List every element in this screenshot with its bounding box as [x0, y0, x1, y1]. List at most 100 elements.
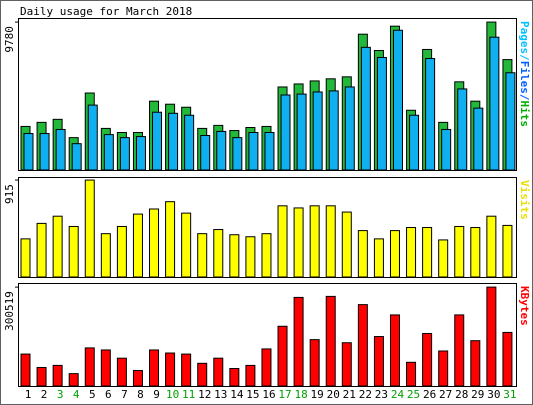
x-tick-label: 18 — [294, 388, 307, 401]
bar — [357, 304, 368, 387]
bar — [36, 366, 47, 387]
bar — [357, 230, 368, 278]
bar — [389, 314, 400, 387]
bar — [165, 352, 176, 387]
bar — [293, 296, 304, 387]
bar — [245, 236, 256, 278]
bar — [341, 342, 352, 387]
bar — [425, 58, 436, 171]
x-tick-label: 30 — [487, 388, 500, 401]
bar — [264, 131, 275, 171]
bar — [149, 349, 160, 387]
x-tick-label: 22 — [359, 388, 372, 401]
bar — [248, 131, 259, 171]
bar — [422, 227, 433, 278]
x-tick-label: 24 — [391, 388, 405, 401]
x-tick-label: 16 — [262, 388, 275, 401]
bar — [309, 339, 320, 387]
bar — [454, 314, 465, 387]
bar — [132, 370, 143, 387]
bar — [422, 332, 433, 387]
y-label-part: Files/ — [518, 61, 531, 101]
bar — [470, 340, 481, 387]
x-tick-label: 31 — [503, 388, 516, 401]
bar — [100, 349, 111, 387]
x-tick-label: 13 — [214, 388, 227, 401]
bar — [325, 295, 336, 387]
x-tick-label: 6 — [105, 388, 112, 401]
chart-title: Daily usage for March 2018 — [20, 5, 192, 18]
x-tick-label: 9 — [153, 388, 160, 401]
x-tick-label: 5 — [89, 388, 96, 401]
x-tick-label: 23 — [375, 388, 388, 401]
bar — [165, 201, 176, 278]
bar — [229, 367, 240, 387]
bar — [39, 133, 50, 171]
x-tick-label: 12 — [198, 388, 211, 401]
bar — [438, 350, 449, 387]
bar — [229, 234, 240, 278]
y-tick-label: 9780 — [3, 26, 16, 52]
y-axis-label: Pages/Files/Hits — [518, 21, 531, 127]
x-tick-label: 25 — [407, 388, 420, 401]
x-tick-label: 26 — [423, 388, 436, 401]
x-tick-label: 1 — [25, 388, 32, 401]
bar — [486, 286, 497, 387]
bar — [489, 36, 500, 171]
bar — [454, 225, 465, 278]
x-tick-label: 28 — [455, 388, 468, 401]
bar — [373, 238, 384, 278]
y-label-part: Visits — [518, 180, 531, 220]
bar — [20, 238, 31, 278]
bar — [438, 239, 449, 278]
bar — [502, 331, 513, 387]
bar — [197, 362, 208, 387]
bar — [36, 222, 47, 278]
bar — [149, 208, 160, 278]
bar — [213, 357, 224, 387]
bar — [277, 325, 288, 387]
bar — [392, 29, 403, 171]
bar — [277, 205, 288, 278]
x-tick-label: 3 — [57, 388, 64, 401]
bar — [20, 353, 31, 387]
bar — [103, 134, 114, 171]
bar — [441, 128, 452, 171]
bar — [328, 90, 339, 171]
bar — [152, 111, 163, 171]
bar — [216, 130, 227, 171]
x-tick-label: 14 — [230, 388, 244, 401]
bar — [116, 357, 127, 387]
bar — [473, 107, 484, 171]
bar — [197, 233, 208, 278]
bar — [245, 364, 256, 387]
bar — [213, 229, 224, 278]
x-tick-label: 8 — [137, 388, 144, 401]
bar — [68, 373, 79, 387]
bar — [296, 93, 307, 171]
x-tick-label: 17 — [278, 388, 291, 401]
bar — [261, 348, 272, 387]
y-tick-label: 915 — [3, 184, 16, 204]
y-axis-label: Visits — [518, 180, 531, 220]
bar — [119, 137, 130, 171]
bar — [71, 143, 82, 171]
bar — [376, 56, 387, 171]
bar — [68, 225, 79, 278]
bar — [52, 364, 63, 387]
x-tick-label: 10 — [166, 388, 179, 401]
x-tick-label: 7 — [121, 388, 128, 401]
bar — [406, 227, 417, 278]
x-tick-label: 2 — [41, 388, 48, 401]
bar — [135, 136, 146, 171]
bar — [132, 213, 143, 278]
bar — [360, 46, 371, 171]
bar — [181, 353, 192, 387]
x-tick-label: 20 — [327, 388, 340, 401]
bar — [87, 104, 98, 171]
bar — [470, 227, 481, 278]
y-tick-label: 300519 — [3, 291, 16, 331]
y-label-part: Hits — [518, 101, 531, 128]
bar — [344, 86, 355, 171]
